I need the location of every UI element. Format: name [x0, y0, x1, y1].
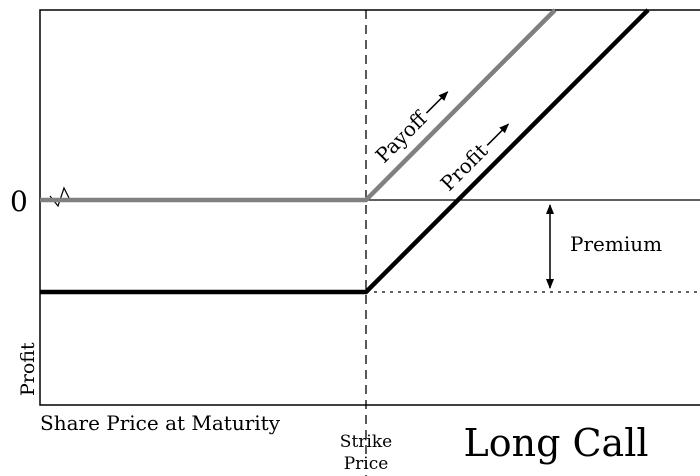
premium-label: Premium [570, 232, 662, 256]
profit-line [40, 8, 650, 295]
payoff-label: Payoff [371, 105, 433, 167]
payoff-arrow [425, 91, 449, 114]
profit-arrow [486, 123, 510, 146]
frame [39, 9, 700, 406]
profit-label: Profit [436, 139, 493, 196]
strike-label-line1: Strike [340, 432, 392, 452]
zero-label: 0 [10, 185, 28, 218]
y-axis-label: Profit [17, 342, 39, 396]
payoff-line [40, 8, 557, 203]
title: Long Call [463, 421, 648, 465]
strike-label-line2: Price [344, 454, 389, 474]
x-axis-label: Share Price at Maturity [40, 411, 281, 435]
axis-break [49, 186, 71, 208]
